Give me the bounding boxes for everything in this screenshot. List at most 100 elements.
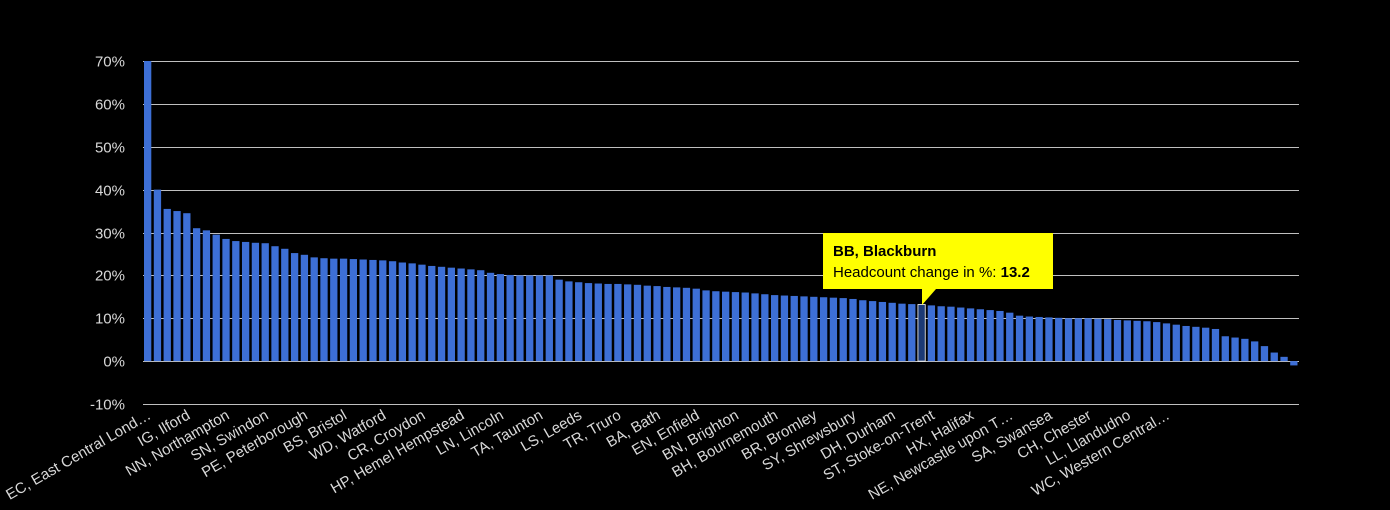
bar[interactable] <box>447 267 455 362</box>
bar[interactable] <box>1015 315 1024 362</box>
bar[interactable] <box>1153 322 1161 362</box>
bar[interactable] <box>1172 324 1180 362</box>
bar[interactable] <box>868 301 877 362</box>
bar[interactable] <box>1064 318 1073 362</box>
bar[interactable] <box>751 293 759 362</box>
bar[interactable] <box>790 295 798 362</box>
bar[interactable] <box>712 291 720 362</box>
bar[interactable] <box>506 274 514 362</box>
bar[interactable] <box>800 296 808 362</box>
bar[interactable] <box>673 287 681 362</box>
bar[interactable] <box>183 213 191 362</box>
bar[interactable] <box>947 306 955 362</box>
bar[interactable] <box>398 262 407 362</box>
bar[interactable] <box>1143 321 1151 362</box>
bar[interactable] <box>486 272 495 362</box>
bar[interactable] <box>153 189 162 362</box>
bar[interactable] <box>173 211 181 362</box>
bar[interactable] <box>1035 316 1043 362</box>
bar[interactable] <box>526 275 534 362</box>
bar[interactable] <box>819 297 828 362</box>
bar[interactable] <box>388 261 397 362</box>
bar[interactable] <box>359 259 367 362</box>
bar[interactable] <box>927 305 936 362</box>
bar[interactable] <box>261 243 269 362</box>
bar[interactable] <box>1182 325 1190 362</box>
bar[interactable] <box>212 234 220 362</box>
bar[interactable] <box>594 283 602 362</box>
bar[interactable] <box>1221 336 1229 362</box>
bar[interactable] <box>908 304 916 362</box>
bar[interactable] <box>888 302 896 362</box>
bar[interactable] <box>976 309 985 362</box>
bar[interactable] <box>1211 328 1220 362</box>
bar[interactable] <box>1162 323 1171 362</box>
bar[interactable] <box>839 298 847 362</box>
bar[interactable] <box>535 275 544 362</box>
bar[interactable] <box>653 286 661 362</box>
bar[interactable] <box>849 298 857 362</box>
bar[interactable] <box>584 283 593 362</box>
bar[interactable] <box>957 307 965 362</box>
bar[interactable] <box>555 279 563 362</box>
bar[interactable] <box>1251 341 1259 362</box>
bar[interactable] <box>663 286 671 362</box>
bar[interactable] <box>682 287 691 362</box>
bar[interactable] <box>643 285 651 362</box>
bar[interactable] <box>300 254 309 362</box>
bar[interactable] <box>349 259 358 362</box>
bar[interactable] <box>1280 356 1288 362</box>
bar[interactable] <box>1202 327 1210 362</box>
bar[interactable] <box>770 295 779 362</box>
bar[interactable] <box>467 269 475 362</box>
bar[interactable] <box>1231 337 1239 362</box>
bar[interactable] <box>144 61 152 362</box>
bar[interactable] <box>437 266 446 362</box>
bar[interactable] <box>408 263 416 362</box>
bar[interactable] <box>1006 312 1014 362</box>
bar[interactable] <box>575 282 583 362</box>
bar-highlighted[interactable] <box>917 304 926 362</box>
bar[interactable] <box>320 258 328 362</box>
bar[interactable] <box>1192 326 1200 362</box>
bar[interactable] <box>810 296 818 362</box>
bar[interactable] <box>516 275 524 362</box>
bar[interactable] <box>722 291 730 362</box>
bar[interactable] <box>339 258 348 362</box>
bar[interactable] <box>496 274 504 362</box>
bar[interactable] <box>633 284 642 362</box>
bar[interactable] <box>604 283 612 362</box>
bar[interactable] <box>702 290 710 362</box>
bar[interactable] <box>731 292 740 362</box>
bar[interactable] <box>232 241 240 362</box>
bar[interactable] <box>1025 316 1033 362</box>
bar[interactable] <box>565 281 573 362</box>
bar[interactable] <box>1123 320 1131 362</box>
bar[interactable] <box>271 246 279 362</box>
bar[interactable] <box>996 310 1004 362</box>
bar[interactable] <box>692 288 700 362</box>
bar[interactable] <box>1260 346 1269 362</box>
bar[interactable] <box>202 230 211 362</box>
bar[interactable] <box>614 283 622 362</box>
bar[interactable] <box>624 284 632 362</box>
bar[interactable] <box>966 308 975 362</box>
bar[interactable] <box>1113 319 1122 362</box>
bar[interactable] <box>222 238 230 362</box>
bar[interactable] <box>369 259 377 362</box>
bar[interactable] <box>986 310 994 362</box>
bar[interactable] <box>1241 338 1249 362</box>
bar[interactable] <box>241 241 250 362</box>
bar[interactable] <box>1084 318 1092 362</box>
bar[interactable] <box>741 292 749 362</box>
bar[interactable] <box>1094 318 1102 362</box>
bar[interactable] <box>780 295 789 362</box>
bar[interactable] <box>859 300 867 362</box>
bar[interactable] <box>937 306 945 362</box>
bar[interactable] <box>330 258 338 362</box>
bar[interactable] <box>457 268 465 362</box>
bar[interactable] <box>251 242 260 362</box>
bar[interactable] <box>428 265 436 362</box>
bar[interactable] <box>898 303 906 362</box>
bar[interactable] <box>1074 318 1082 362</box>
